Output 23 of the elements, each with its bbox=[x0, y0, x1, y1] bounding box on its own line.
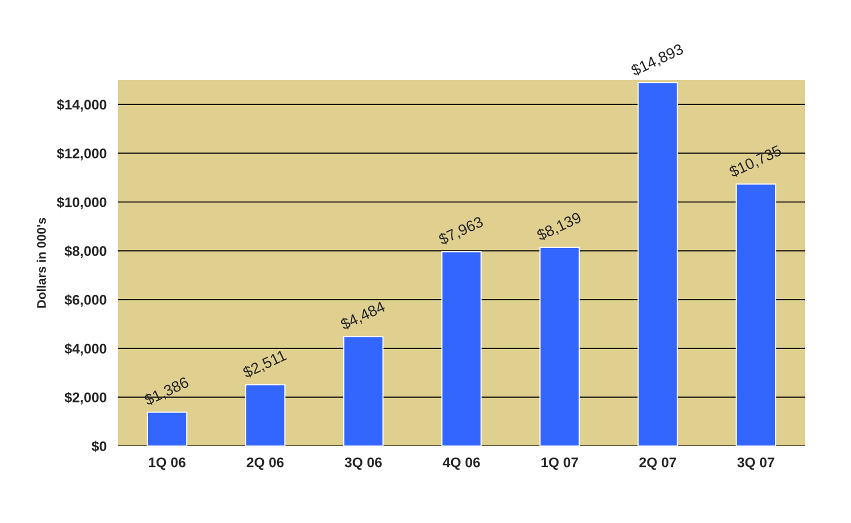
bar bbox=[736, 184, 776, 446]
y-tick-label: $12,000 bbox=[56, 148, 106, 160]
bar bbox=[343, 336, 384, 446]
y-tick-label: $4,000 bbox=[64, 343, 106, 356]
y-tick-label: $8,000 bbox=[64, 246, 106, 258]
y-tick-label: $2,000 bbox=[64, 392, 106, 404]
x-tick-label: 3Q 07 bbox=[737, 457, 774, 470]
y-axis-title: Dollars in 000's bbox=[36, 218, 46, 308]
bar bbox=[146, 412, 188, 446]
y-tick-label: $0 bbox=[92, 440, 106, 452]
x-tick-label: 4Q 06 bbox=[442, 457, 480, 470]
x-tick-label: 3Q 06 bbox=[344, 457, 382, 470]
x-tick-label: 1Q 06 bbox=[149, 457, 186, 470]
bar bbox=[539, 246, 580, 446]
y-tick-label: $10,000 bbox=[56, 196, 106, 210]
x-tick-label: 2Q 07 bbox=[639, 457, 676, 470]
y-tick-label: $6,000 bbox=[64, 294, 106, 307]
y-tick-label: $14,000 bbox=[56, 99, 106, 112]
bar bbox=[441, 251, 482, 446]
x-tick-label: 1Q 07 bbox=[542, 457, 578, 470]
bar bbox=[245, 384, 286, 446]
bar bbox=[638, 82, 678, 446]
x-tick-label: 2Q 06 bbox=[246, 457, 284, 470]
